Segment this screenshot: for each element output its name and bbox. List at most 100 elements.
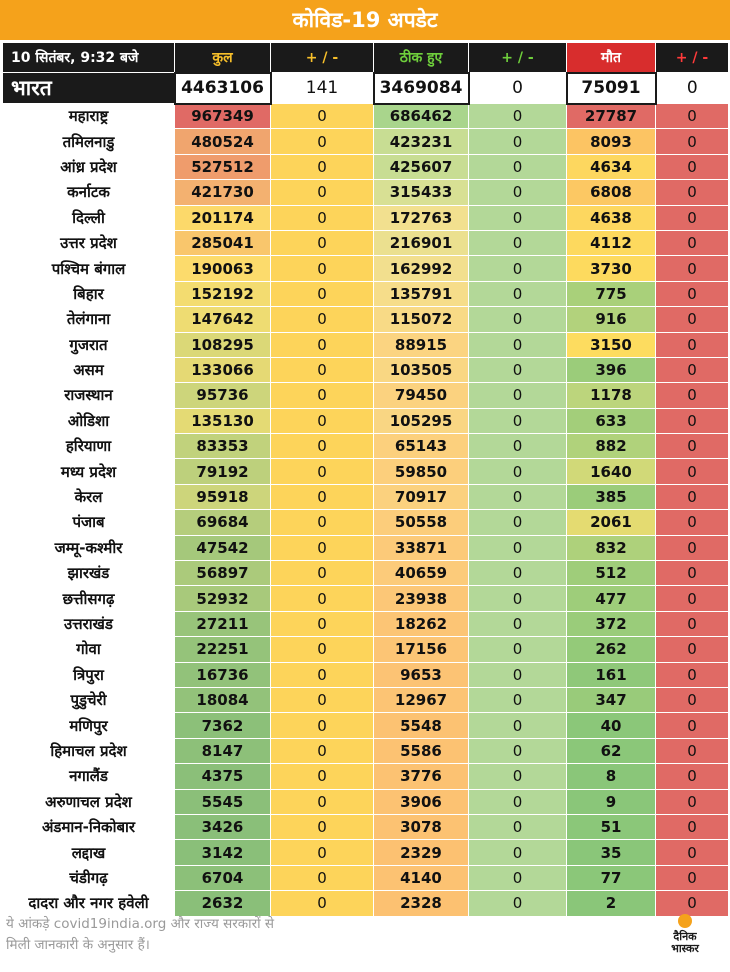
state-recovered: 17156: [373, 636, 469, 663]
national-deaths: 75091: [565, 71, 657, 105]
state-name: राजस्थान: [2, 382, 175, 409]
state-deaths-delta: 0: [655, 407, 729, 435]
state-total: 2632: [174, 890, 271, 917]
header-total: कुल: [174, 42, 271, 73]
state-recovered: 70917: [373, 483, 469, 511]
table-row: कर्नाटक 421730 0 315433 0 6808 0: [2, 179, 729, 206]
state-deaths: 77: [566, 864, 656, 892]
state-total: 83353: [174, 433, 271, 460]
national-recovered-delta: 0: [468, 72, 567, 104]
state-recovered: 423231: [373, 128, 469, 155]
state-recovered: 59850: [373, 458, 469, 485]
state-total: 190063: [174, 255, 271, 282]
state-name: आंध्र प्रदेश: [2, 153, 175, 181]
state-deaths-delta: 0: [655, 229, 729, 257]
table-row: तमिलनाडु 480524 0 423231 0 8093 0: [2, 128, 729, 155]
table-row: नगालैंड 4375 0 3776 0 8 0: [2, 763, 729, 790]
state-deaths-delta: 0: [655, 890, 729, 917]
state-deaths-delta: 0: [655, 839, 729, 866]
state-name: गोवा: [2, 636, 175, 663]
state-deaths-delta: 0: [655, 636, 729, 663]
state-deaths-delta: 0: [655, 763, 729, 790]
state-total-delta: 0: [270, 560, 374, 587]
table-row: दिल्ली 201174 0 172763 0 4638 0: [2, 204, 729, 231]
state-total: 8147: [174, 737, 271, 765]
table-row: हिमाचल प्रदेश 8147 0 5586 0 62 0: [2, 737, 729, 765]
state-total: 5545: [174, 788, 271, 815]
state-total: 4375: [174, 763, 271, 790]
state-recovered-delta: 0: [468, 686, 567, 714]
state-total-delta: 0: [270, 306, 374, 333]
state-recovered: 216901: [373, 229, 469, 257]
state-recovered-delta: 0: [468, 864, 567, 892]
state-recovered: 88915: [373, 331, 469, 358]
national-recovered: 3469084: [372, 71, 470, 105]
state-deaths: 2: [566, 890, 656, 917]
table-row: महाराष्ट्र 967349 0 686462 0 27787 0: [2, 102, 729, 130]
covid-table: 10 सितंबर, 9:32 बजे कुल + / - ठीक हुए + …: [2, 42, 729, 917]
state-recovered-delta: 0: [468, 382, 567, 409]
table-row: झारखंड 56897 0 40659 0 512 0: [2, 560, 729, 587]
state-deaths: 161: [566, 661, 656, 688]
state-total: 95918: [174, 483, 271, 511]
state-deaths-delta: 0: [655, 128, 729, 155]
table-row: मध्य प्रदेश 79192 0 59850 0 1640 0: [2, 458, 729, 485]
state-recovered: 9653: [373, 661, 469, 688]
state-recovered: 115072: [373, 306, 469, 333]
state-deaths: 51: [566, 813, 656, 841]
state-deaths-delta: 0: [655, 255, 729, 282]
state-total: 135130: [174, 407, 271, 435]
state-total-delta: 0: [270, 763, 374, 790]
state-total: 527512: [174, 153, 271, 181]
table-row: राजस्थान 95736 0 79450 0 1178 0: [2, 382, 729, 409]
state-deaths: 512: [566, 560, 656, 587]
state-deaths-delta: 0: [655, 610, 729, 638]
table-row: हरियाणा 83353 0 65143 0 882 0: [2, 433, 729, 460]
state-deaths: 882: [566, 433, 656, 460]
state-total-delta: 0: [270, 356, 374, 384]
state-total-delta: 0: [270, 407, 374, 435]
table-row: त्रिपुरा 16736 0 9653 0 161 0: [2, 661, 729, 688]
state-recovered-delta: 0: [468, 280, 567, 308]
state-total-delta: 0: [270, 585, 374, 612]
state-deaths-delta: 0: [655, 280, 729, 308]
state-total-delta: 0: [270, 813, 374, 841]
state-deaths-delta: 0: [655, 813, 729, 841]
state-total-delta: 0: [270, 204, 374, 231]
state-name: तेलंगाना: [2, 306, 175, 333]
state-recovered: 2328: [373, 890, 469, 917]
state-name: उत्तराखंड: [2, 610, 175, 638]
state-recovered-delta: 0: [468, 331, 567, 358]
table-row: गुजरात 108295 0 88915 0 3150 0: [2, 331, 729, 358]
state-name: मणिपुर: [2, 712, 175, 739]
state-total: 69684: [174, 509, 271, 536]
state-recovered: 162992: [373, 255, 469, 282]
table-row: पंजाब 69684 0 50558 0 2061 0: [2, 509, 729, 536]
state-deaths-delta: 0: [655, 102, 729, 130]
state-total-delta: 0: [270, 179, 374, 206]
national-total-row: भारत 4463106 141 3469084 0 75091 0: [2, 71, 729, 105]
table-row: छत्तीसगढ़ 52932 0 23938 0 477 0: [2, 585, 729, 612]
national-deaths-delta: 0: [655, 72, 729, 104]
state-deaths-delta: 0: [655, 864, 729, 892]
table-row: पुडुचेरी 18084 0 12967 0 347 0: [2, 686, 729, 714]
state-recovered: 5548: [373, 712, 469, 739]
state-total-delta: 0: [270, 229, 374, 257]
state-deaths: 6808: [566, 179, 656, 206]
state-recovered: 135791: [373, 280, 469, 308]
page-title: कोविड-19 अपडेट: [0, 0, 730, 41]
state-deaths: 477: [566, 585, 656, 612]
state-name: ओडिशा: [2, 407, 175, 435]
state-total-delta: 0: [270, 686, 374, 714]
state-recovered: 23938: [373, 585, 469, 612]
table-row: तेलंगाना 147642 0 115072 0 916 0: [2, 306, 729, 333]
state-deaths: 62: [566, 737, 656, 765]
state-total: 3142: [174, 839, 271, 866]
state-total-delta: 0: [270, 712, 374, 739]
state-name: जम्मू-कश्मीर: [2, 534, 175, 562]
state-deaths: 2061: [566, 509, 656, 536]
state-name: मध्य प्रदेश: [2, 458, 175, 485]
state-recovered: 12967: [373, 686, 469, 714]
state-total: 22251: [174, 636, 271, 663]
header-deaths: मौत: [566, 42, 656, 73]
